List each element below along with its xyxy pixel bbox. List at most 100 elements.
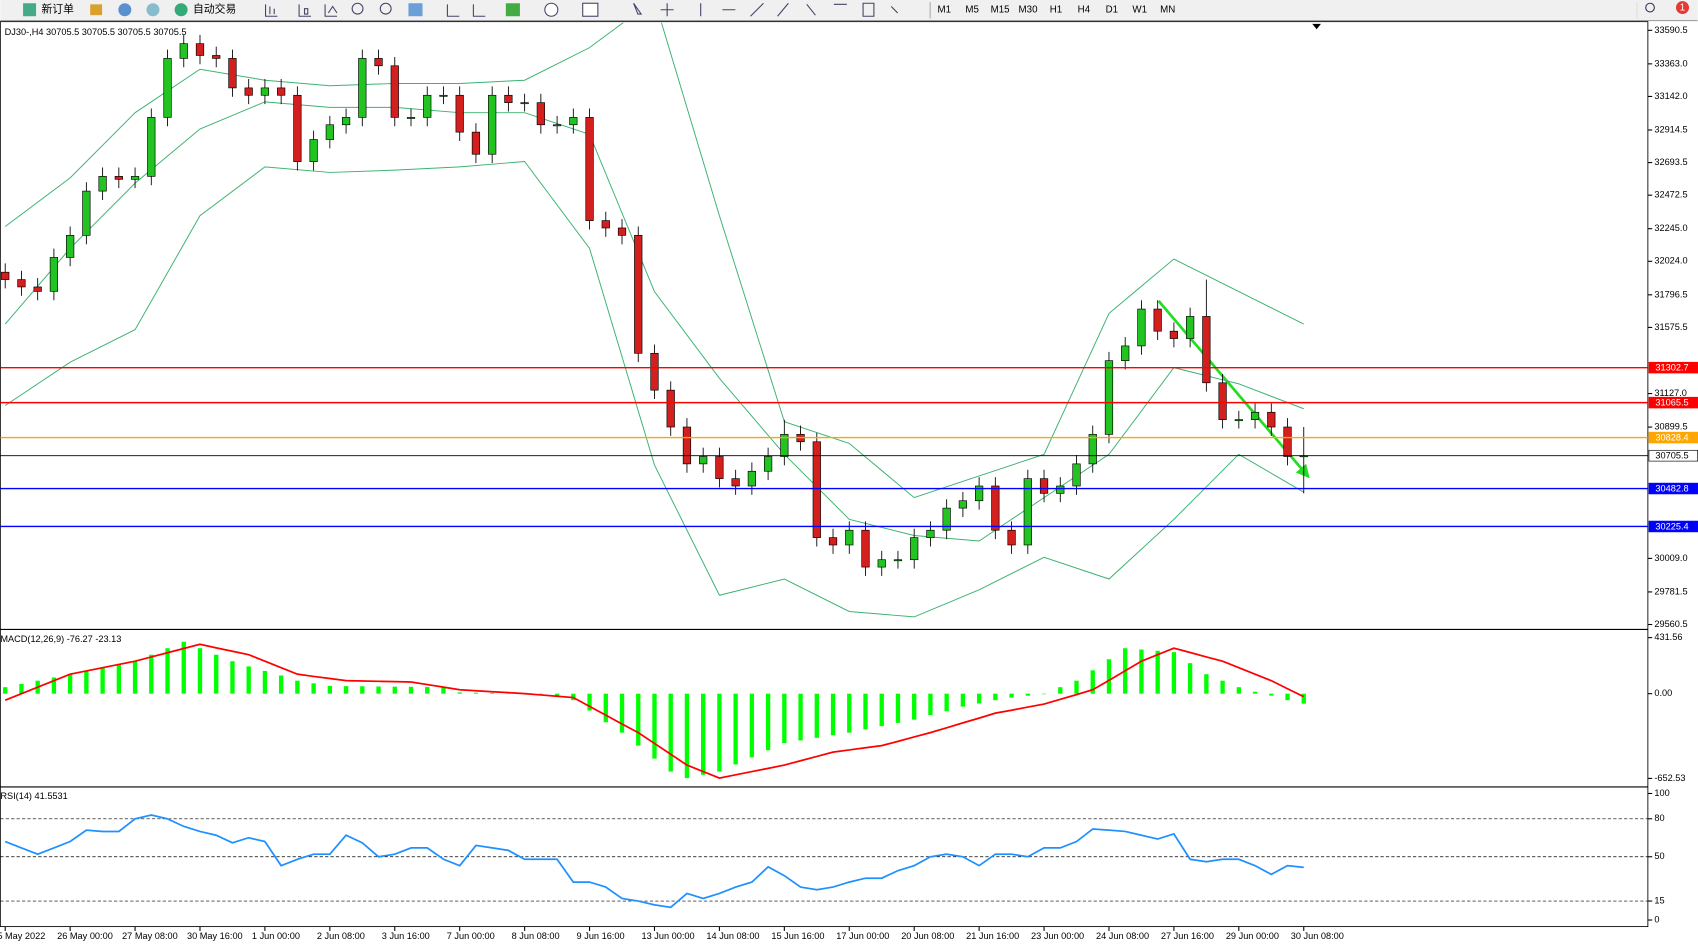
trend-arrow <box>1157 300 1310 479</box>
candle-body <box>1104 360 1114 435</box>
y-tick-label: 30009.0 <box>1654 553 1687 563</box>
bollinger-band <box>4 160 1304 618</box>
candle-body <box>1072 463 1081 487</box>
macd-bar <box>343 686 349 694</box>
macd-bar <box>1220 680 1225 694</box>
periods-icon[interactable] <box>544 2 559 17</box>
y-tick-label: 29781.5 <box>1654 586 1687 596</box>
templates-icon[interactable] <box>582 2 599 17</box>
candle-body <box>893 559 903 562</box>
price-tag-label: 30705.5 <box>1655 451 1688 461</box>
macd-bar <box>230 661 235 694</box>
plot-area <box>1 22 1308 618</box>
x-tick-label: 9 Jun 16:00 <box>577 931 625 941</box>
timeframe-button[interactable]: W1 <box>1132 4 1147 15</box>
x-tick-label: 13 Jun 00:00 <box>641 931 694 941</box>
macd-bar <box>100 667 105 694</box>
candle-body <box>195 43 205 56</box>
candle-body <box>33 286 42 292</box>
x-tick-label: 17 Jun 00:00 <box>836 931 889 941</box>
macd-bar <box>132 661 138 694</box>
macd-bar <box>149 654 154 694</box>
macd-bar <box>765 693 771 751</box>
indicator-title: MACD(12,26,9) -76.27 -23.13 <box>0 634 121 644</box>
new-order-icon[interactable] <box>23 3 37 17</box>
x-tick-label: 7 Jun 00:00 <box>447 931 495 941</box>
y-tick-label: 0 <box>1654 914 1659 924</box>
toolbar <box>0 0 1698 21</box>
chart-type-icons[interactable] <box>265 4 338 17</box>
candle-body <box>536 102 545 126</box>
x-tick-label: 2 Jun 08:00 <box>317 931 365 941</box>
timeframe-button[interactable]: D1 <box>1106 4 1118 15</box>
new-order-button[interactable]: 新订单 <box>41 2 74 16</box>
candle-body <box>114 176 123 180</box>
macd-bar <box>408 686 414 694</box>
candle-body <box>731 478 740 487</box>
timeframe-button[interactable]: M15 <box>991 4 1010 15</box>
candle-body <box>1202 316 1211 384</box>
candle-body <box>910 537 919 561</box>
macd-bar <box>376 686 381 694</box>
tool-icon[interactable] <box>90 4 103 16</box>
timeframe-button[interactable]: H1 <box>1050 4 1062 15</box>
zoom-in[interactable] <box>351 2 364 15</box>
y-tick-label: 80 <box>1654 813 1664 823</box>
candle-body <box>1218 382 1227 420</box>
notification-badge[interactable] <box>1676 1 1689 15</box>
macd-bar <box>960 693 966 707</box>
auto-trading-icon[interactable] <box>174 3 188 17</box>
drawing-tools[interactable] <box>633 2 899 17</box>
macd-bar <box>976 693 982 704</box>
timeframe-button[interactable]: H4 <box>1078 4 1091 15</box>
y-tick-label: 33590.5 <box>1654 25 1687 35</box>
candle-body <box>1137 308 1146 347</box>
candle-body <box>49 257 59 292</box>
y-tick-label: 33142.0 <box>1654 91 1687 101</box>
candle-body <box>1 271 10 280</box>
indicators-icon[interactable] <box>505 3 520 17</box>
candle-body <box>601 220 610 229</box>
candle-body <box>569 117 578 126</box>
tool-icon[interactable] <box>146 3 160 17</box>
macd-bar <box>1106 659 1112 694</box>
tile-icon[interactable] <box>408 3 423 17</box>
search[interactable] <box>1645 2 1655 13</box>
macd-bar <box>1090 670 1095 694</box>
macd-bar <box>116 664 121 694</box>
macd-bar <box>392 686 397 694</box>
timeframe-button[interactable]: M5 <box>965 4 979 15</box>
macd-bar <box>327 685 333 694</box>
candle-body <box>552 124 562 127</box>
macd-bar <box>1301 693 1306 704</box>
macd-bar <box>993 693 998 701</box>
chart-title: DJ30-,H4 30705.5 30705.5 30705.5 30705.5 <box>5 27 187 37</box>
candle-body <box>147 117 156 177</box>
auto-trading-button[interactable]: 自动交易 <box>193 2 236 16</box>
candle-body <box>812 441 821 538</box>
macd-bar <box>425 687 430 694</box>
macd-bar <box>457 692 462 694</box>
candle-body <box>260 87 270 96</box>
y-tick-label: 29560.5 <box>1654 619 1687 629</box>
candle-body <box>780 434 789 457</box>
x-tick-label: 27 May 08:00 <box>122 931 178 941</box>
candle-body <box>1267 411 1276 428</box>
timeframe-button[interactable]: MN <box>1160 4 1175 15</box>
tool-icon[interactable] <box>118 3 132 17</box>
x-tick-label: 21 Jun 16:00 <box>966 931 1019 941</box>
scroll-icons[interactable] <box>446 4 486 17</box>
timeframe-button[interactable]: M30 <box>1019 4 1039 15</box>
macd-bar <box>1074 680 1079 694</box>
candle-body <box>747 470 756 487</box>
timeframe-button[interactable]: M1 <box>937 4 951 15</box>
macd-bar <box>1139 649 1144 694</box>
y-tick-label: 431.56 <box>1654 632 1682 642</box>
indicator-title: RSI(14) 41.5531 <box>0 791 67 801</box>
x-tick-label: 26 May 00:00 <box>57 931 113 941</box>
zoom-out[interactable] <box>379 2 392 15</box>
candle-body <box>374 58 383 67</box>
x-tick-label: 3 Jun 16:00 <box>382 931 430 941</box>
x-tick-label: 14 Jun 08:00 <box>706 931 759 941</box>
